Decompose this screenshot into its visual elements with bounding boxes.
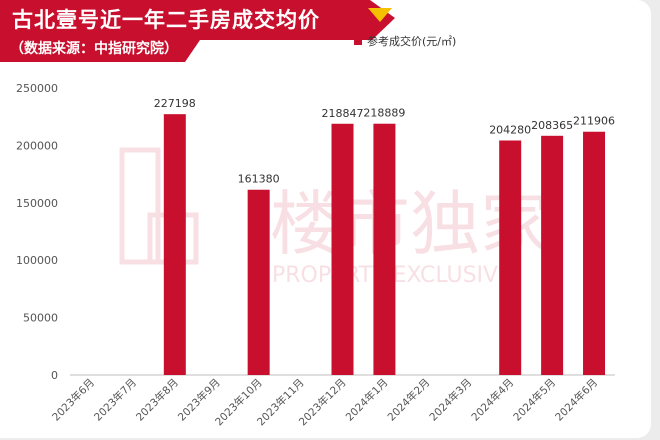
bar: [373, 123, 396, 376]
y-tick-label: 200000: [16, 139, 58, 152]
x-tick-label: 2024年4月: [469, 376, 517, 424]
x-tick-label: 2024年3月: [427, 376, 475, 424]
legend-swatch: [354, 37, 362, 45]
data-label: 211906: [573, 115, 615, 128]
bar: [163, 114, 186, 375]
y-tick-label: 250000: [16, 82, 58, 95]
x-tick-label: 2024年6月: [552, 376, 600, 424]
x-tick-label: 2024年5月: [511, 376, 559, 424]
bar: [247, 189, 270, 375]
data-label: 218889: [363, 107, 405, 120]
x-tick-label: 2023年7月: [91, 376, 139, 424]
x-tick-label: 2023年8月: [133, 376, 181, 424]
chart-subtitle: （数据来源：中指研究院）: [10, 41, 178, 57]
chart-title: 古北壹号近一年二手房成交均价: [12, 8, 320, 32]
bar: [331, 123, 354, 375]
x-tick-label: 2024年2月: [385, 376, 433, 424]
title-banner: 古北壹号近一年二手房成交均价 （数据来源：中指研究院）: [0, 0, 400, 62]
y-tick-label: 100000: [16, 254, 58, 267]
bars: 227198 161380 218847 218889 204280 208365 2119…: [154, 97, 615, 376]
legend: 参考成交价(元/㎡): [354, 33, 456, 49]
bar: [583, 131, 606, 375]
y-tick-label: 0: [51, 369, 58, 382]
bar: [499, 140, 522, 375]
data-label: 161380: [238, 173, 280, 186]
banner-shape: [0, 0, 395, 62]
watermark-logo-icon: [119, 147, 161, 265]
data-label: 227198: [154, 97, 196, 110]
y-tick-label: 150000: [16, 197, 58, 210]
x-tick-label: 2023年6月: [49, 376, 97, 424]
data-label: 208365: [531, 119, 573, 132]
data-label: 204280: [489, 123, 531, 136]
x-axis: 2023年6月2023年7月2023年8月2023年9月2023年10月2023…: [49, 376, 600, 428]
bar: [541, 135, 564, 375]
y-axis: 0 50000 100000 150000 200000 250000: [16, 82, 615, 382]
x-tick-label: 2024年1月: [343, 376, 391, 424]
y-tick-label: 50000: [23, 312, 58, 325]
data-label: 218847: [322, 107, 364, 120]
legend-label: 参考成交价(元/㎡): [367, 35, 457, 48]
